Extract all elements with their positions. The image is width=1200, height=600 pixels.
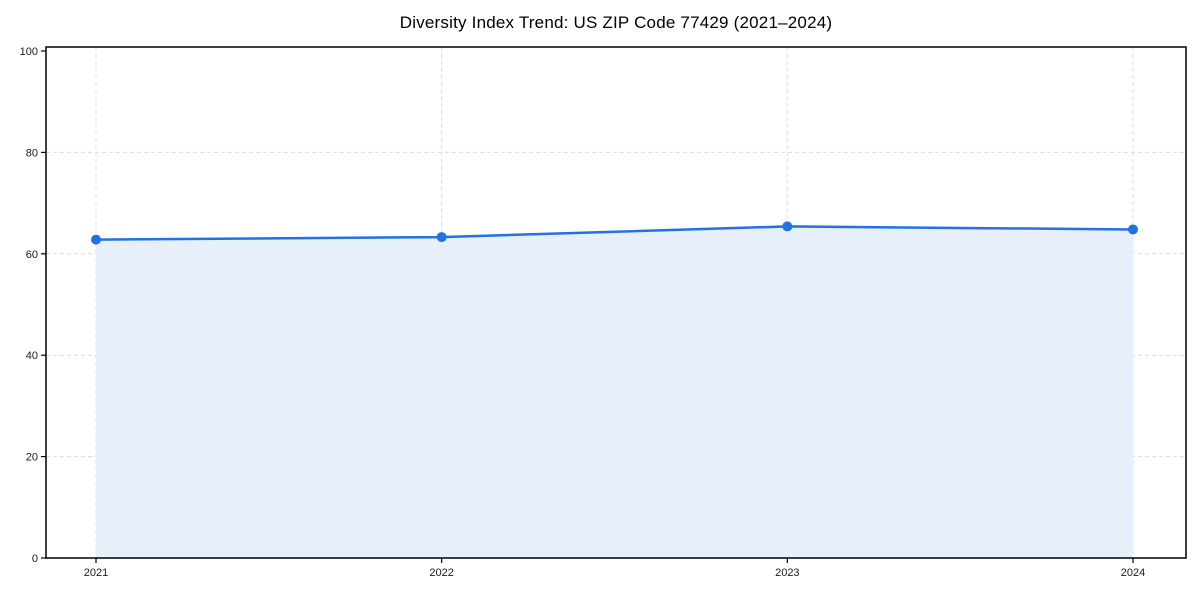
- y-tick-label: 0: [32, 553, 38, 565]
- x-tick-label: 2024: [1121, 567, 1145, 579]
- area-fill: [96, 226, 1133, 558]
- y-tick-label: 80: [26, 147, 38, 159]
- trend-line: [94, 225, 1135, 241]
- plot-border: [45, 46, 1187, 559]
- y-tick-label: 60: [26, 249, 38, 261]
- y-tick-label: 20: [26, 452, 38, 464]
- x-tick-label: 2023: [775, 567, 799, 579]
- data-point-2024: [1128, 224, 1138, 235]
- y-tick-label: 100: [20, 46, 38, 58]
- data-point-2022: [436, 232, 447, 243]
- x-tick-label: 2021: [84, 567, 108, 579]
- data-point-2021: [91, 234, 101, 245]
- chart-title: Diversity Index Trend: US ZIP Code 77429…: [399, 13, 833, 32]
- data-point-2023: [782, 221, 793, 232]
- y-tick-label: 40: [26, 350, 38, 362]
- x-tick-label: 2022: [429, 567, 453, 579]
